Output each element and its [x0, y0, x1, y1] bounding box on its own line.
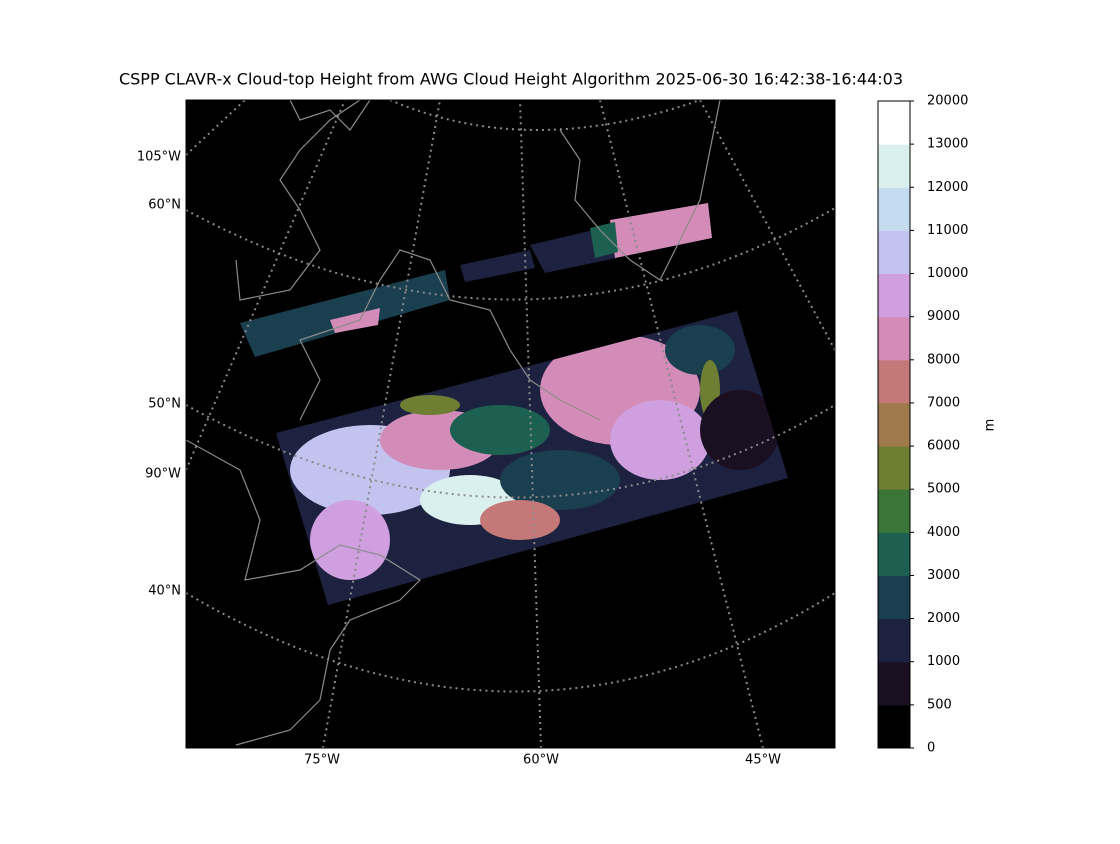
cloud-swaths: [240, 203, 788, 605]
colorbar-tick-label: 1000: [927, 654, 960, 669]
colorbar-tick-label: 6000: [927, 439, 960, 454]
colorbar-tick-label: 10000: [927, 266, 968, 281]
lat-label: 50°N: [148, 397, 181, 412]
colorbar-segment: [878, 402, 910, 447]
colorbar-segment: [878, 618, 910, 663]
colorbar-segment: [878, 704, 910, 749]
graticule: [186, 100, 835, 748]
colorbar-tick-label: 12000: [927, 180, 968, 195]
lon-label: 75°W: [304, 753, 340, 768]
colorbar-segment: [878, 144, 910, 188]
lon-label: 105°W: [137, 150, 181, 165]
lon-label: 45°W: [745, 753, 781, 768]
coastlines: [186, 100, 721, 746]
colorbar-tick-label: 3000: [927, 568, 960, 583]
colorbar-segment: [878, 273, 910, 318]
colorbar-tick-label: 2000: [927, 611, 960, 626]
colorbar-tick-label: 5000: [927, 482, 960, 497]
colorbar-tick-label: 11000: [927, 223, 968, 238]
colorbar-segment: [878, 575, 910, 620]
colorbar-segment: [878, 101, 910, 145]
colorbar: 0 500 1000 2000 3000 4000 5000 6000 7000 8000 9000…: [877, 94, 968, 756]
map-title: CSPP CLAVR-x Cloud-top Height from AWG C…: [119, 70, 903, 89]
map-frame: [185, 99, 836, 749]
colorbar-tick-label: 500: [927, 697, 952, 712]
lat-label: 60°N: [148, 198, 181, 213]
map: [186, 100, 835, 748]
colorbar-segment: [878, 661, 910, 706]
colorbar-tick-label: 4000: [927, 525, 960, 540]
colorbar-label: m: [983, 419, 998, 432]
lat-label: 40°N: [148, 584, 181, 599]
colorbar-segment: [878, 187, 910, 231]
colorbar-segment: [878, 446, 910, 490]
lon-label: 60°W: [523, 753, 559, 768]
colorbar-tick-label: 7000: [927, 395, 960, 410]
lon-label: 90°W: [145, 467, 181, 482]
colorbar-frame: [877, 100, 911, 749]
colorbar-tick-label: 13000: [927, 137, 968, 152]
colorbar-segment: [878, 489, 910, 533]
colorbar-tick-label: 8000: [927, 352, 960, 367]
colorbar-segment: [878, 316, 910, 361]
colorbar-segment: [878, 230, 910, 275]
colorbar-segment: [878, 532, 910, 576]
colorbar-tick-label: 0: [927, 741, 935, 756]
colorbar-tick-label: 20000: [927, 94, 968, 109]
colorbar-tick-label: 9000: [927, 309, 960, 324]
colorbar-segment: [878, 359, 910, 404]
